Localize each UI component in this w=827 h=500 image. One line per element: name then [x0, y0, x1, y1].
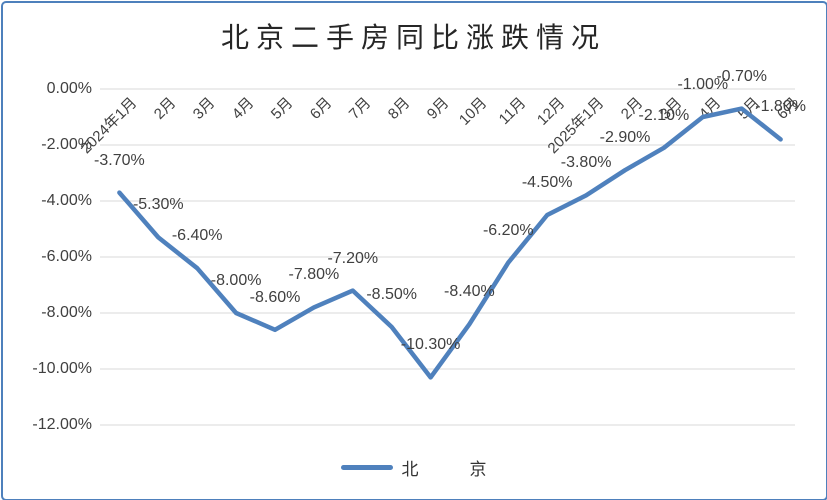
data-label: -6.40%: [171, 227, 223, 245]
data-label: -8.50%: [366, 286, 418, 303]
data-label: -1.80%: [755, 98, 806, 116]
data-label: -2.10%: [638, 106, 690, 124]
data-label: -2.90%: [599, 129, 651, 147]
data-label: -8.40%: [444, 283, 495, 301]
y-axis-tick-label: -12.00%: [32, 416, 92, 433]
y-axis-tick-label: -4.00%: [41, 192, 92, 209]
legend-label: 北 京: [401, 460, 487, 479]
data-label: -10.30%: [400, 336, 461, 354]
data-label: -7.80%: [288, 266, 340, 284]
data-label: -6.20%: [482, 221, 534, 239]
legend-line-icon: [340, 465, 393, 470]
data-label: -7.20%: [327, 249, 379, 267]
data-label: -8.60%: [249, 288, 301, 306]
y-axis-tick-label: -6.00%: [41, 248, 92, 265]
data-label: -3.70%: [94, 151, 145, 169]
data-label: -8.00%: [210, 272, 262, 289]
y-axis-tick-label: -2.00%: [41, 136, 92, 153]
legend: 北 京: [0, 455, 827, 480]
data-label: -4.50%: [521, 174, 573, 191]
data-label: -5.30%: [132, 196, 184, 214]
data-label: -3.80%: [560, 154, 612, 172]
data-label: -0.70%: [716, 67, 768, 85]
y-axis-tick-label: -8.00%: [41, 304, 92, 321]
y-axis-tick-label: 0.00%: [46, 80, 92, 97]
y-axis-tick-label: -10.00%: [32, 360, 92, 377]
chart-title: 北京二手房同比涨跌情况: [220, 23, 606, 54]
